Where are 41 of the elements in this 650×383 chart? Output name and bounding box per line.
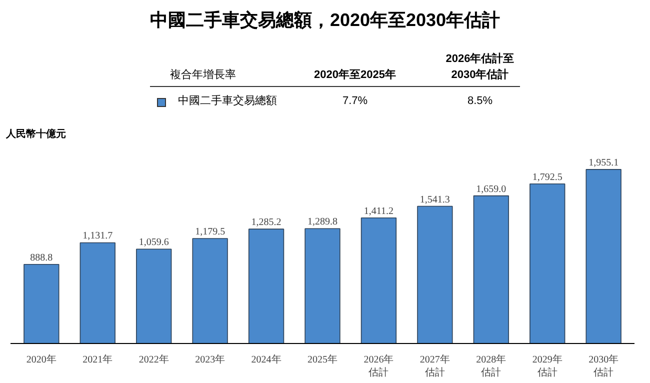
bar [417, 206, 453, 344]
data-label: 1,285.2 [251, 217, 282, 228]
bar [304, 228, 340, 344]
text: 2026年估計至 2030年估計 [444, 52, 516, 83]
data-label: 1,659.0 [476, 184, 506, 195]
x-tick-label: 2021年 [82, 354, 113, 366]
text: 複合年增長率 [170, 68, 236, 83]
x-tick-label: 2022年 [138, 354, 169, 366]
bar [24, 264, 60, 344]
x-tick-label: 2024年 [251, 354, 282, 366]
bar [192, 238, 228, 344]
chart-title: 中國二手車交易總額，2020年至2030年估計 [148, 9, 502, 32]
bar [80, 242, 116, 344]
bar [360, 217, 397, 344]
text: 7.7% [341, 94, 369, 109]
bar [473, 195, 509, 344]
y-axis-title: 人民幣十億元 [6, 128, 66, 142]
x-tick-label: 2030年估計 [588, 354, 619, 379]
x-tick-label: 2029年估計 [532, 354, 562, 379]
data-label: 1,059.6 [138, 237, 169, 248]
x-tick-label: 2023年 [195, 354, 226, 366]
data-label: 1,131.7 [82, 230, 113, 242]
text: 8.5% [466, 94, 494, 109]
legend-label: 中國二手車交易總額 [178, 94, 277, 109]
x-tick-label: 2027年估計 [420, 354, 450, 379]
data-label: 1,179.5 [195, 226, 226, 238]
data-label: 1,955.1 [588, 157, 619, 168]
data-label: 1,289.8 [308, 216, 338, 228]
bar [248, 228, 284, 344]
text: 2020年至2025年 [313, 68, 397, 83]
x-tick-label: 2026年估計 [364, 354, 394, 379]
x-tick-label: 2020年 [26, 354, 56, 366]
data-label: 1,792.5 [532, 172, 562, 183]
x-tick-label: 2025年 [308, 354, 338, 366]
data-label: 888.8 [30, 252, 53, 264]
data-label: 1,541.3 [420, 194, 450, 206]
bar [530, 184, 566, 344]
x-tick-label: 2028年估計 [476, 354, 506, 379]
bar [136, 248, 172, 344]
data-label: 1,411.2 [364, 206, 394, 217]
bar [586, 169, 622, 344]
